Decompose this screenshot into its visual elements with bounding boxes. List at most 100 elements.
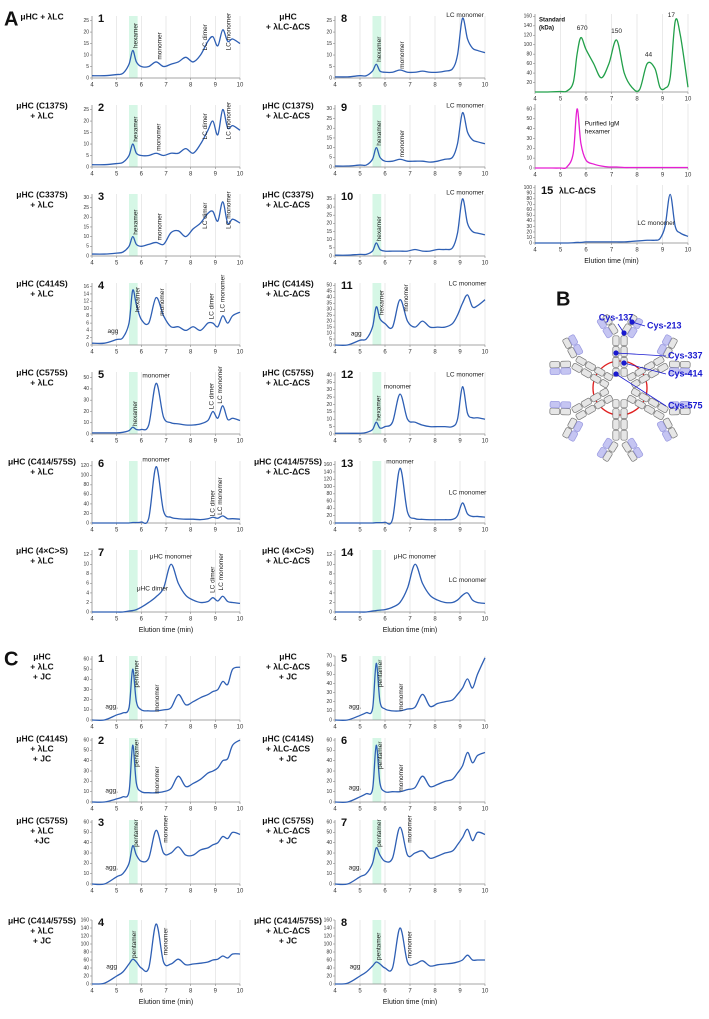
- peak-annotation: monomer: [157, 31, 164, 59]
- panel-number: 3: [98, 817, 104, 829]
- peak-annotation: 670: [577, 25, 588, 32]
- x-tick-label: 10: [482, 261, 489, 267]
- peak-annotation: agg: [350, 963, 361, 970]
- x-tick-label: 6: [140, 889, 144, 895]
- x-tick-label: 9: [661, 97, 665, 103]
- section-label: A: [4, 8, 18, 30]
- peak-annotation: monomer: [157, 212, 164, 240]
- y-tick-label: 25: [83, 18, 89, 24]
- peak-annotation: LC monomer: [226, 12, 233, 50]
- panel-number: 6: [98, 458, 104, 470]
- y-tick-label: 30: [526, 224, 532, 230]
- x-tick-label: 6: [383, 528, 387, 534]
- y-tick-label: 0: [86, 164, 89, 170]
- y-tick-label: 40: [326, 965, 332, 971]
- x-tick-label: 5: [115, 83, 119, 89]
- y-tick-label: 12: [326, 552, 332, 558]
- chromatogram-line: [91, 923, 241, 985]
- x-tick-label: 10: [237, 528, 244, 534]
- y-tick-label: 20: [326, 779, 332, 785]
- y-tick-label: 60: [526, 207, 532, 213]
- y-tick-label: 20: [526, 229, 532, 235]
- x-tick-label: 4: [333, 261, 337, 267]
- y-tick-label: 15: [83, 130, 89, 136]
- y-tick-label: 20: [83, 697, 89, 703]
- y-tick-label: 8: [86, 313, 89, 319]
- x-tick-label: 7: [164, 261, 168, 267]
- peak-annotation: LC monomer: [446, 103, 484, 110]
- x-tick-label: 10: [482, 617, 489, 623]
- x-axis-label: Elution time (min): [383, 999, 437, 1006]
- chromatogram-line: [91, 108, 241, 166]
- construct-label: μHC (C137S): [16, 100, 68, 110]
- x-tick-label: 5: [358, 725, 362, 731]
- x-tick-label: 10: [685, 248, 692, 254]
- y-tick-label: 30: [83, 768, 89, 774]
- x-tick-label: 9: [458, 617, 462, 623]
- y-tick-label: 10: [83, 562, 89, 568]
- x-tick-label: 10: [685, 173, 692, 179]
- highlight-band: [372, 550, 382, 612]
- y-tick-label: 0: [329, 75, 332, 81]
- construct-label: + λLC-ΔCS: [266, 743, 310, 753]
- y-tick-label: 0: [329, 342, 332, 348]
- y-tick-label: 10: [83, 707, 89, 713]
- x-tick-label: 9: [214, 439, 218, 445]
- x-tick-label: 5: [358, 889, 362, 895]
- x-tick-label: 4: [90, 989, 94, 995]
- x-tick-label: 9: [214, 261, 218, 267]
- peak-annotation: monomer: [407, 930, 414, 958]
- panel-number: 12: [341, 369, 353, 381]
- y-tick-label: 15: [326, 409, 332, 415]
- x-tick-label: 7: [610, 248, 614, 254]
- y-tick-label: 30: [326, 106, 332, 112]
- y-tick-label: 120: [524, 33, 533, 39]
- panel-number: 5: [98, 369, 104, 381]
- x-tick-label: 9: [458, 989, 462, 995]
- y-tick-label: 20: [326, 513, 332, 519]
- y-tick-label: 15: [326, 229, 332, 235]
- y-tick-label: 80: [326, 491, 332, 497]
- y-tick-label: 0: [329, 881, 332, 887]
- y-tick-label: 25: [326, 394, 332, 400]
- chromatogram-line: [92, 382, 241, 434]
- y-tick-label: 10: [83, 306, 89, 312]
- y-tick-label: 10: [326, 871, 332, 877]
- y-tick-label: 0: [329, 717, 332, 723]
- y-tick-label: 0: [86, 431, 89, 437]
- y-tick-label: 5: [86, 153, 89, 159]
- y-tick-label: 140: [81, 925, 90, 931]
- x-tick-label: 8: [433, 83, 437, 89]
- x-tick-label: 7: [164, 807, 168, 813]
- peak-annotation: hexamer: [376, 36, 383, 62]
- construct-label: + JC: [279, 835, 297, 845]
- construct-label: + λLC: [30, 199, 53, 209]
- panel-number: 5: [341, 653, 347, 665]
- peak-annotation: monomer: [407, 814, 414, 842]
- x-tick-label: 5: [358, 83, 362, 89]
- peak-annotation: LC dimer: [202, 23, 209, 50]
- construct-label: μHC: [279, 651, 296, 661]
- highlight-band: [372, 656, 382, 720]
- y-tick-label: 60: [526, 106, 532, 112]
- section-label: C: [4, 648, 18, 670]
- y-tick-label: 20: [83, 511, 89, 517]
- y-tick-label: 2: [86, 335, 89, 341]
- x-tick-label: 5: [115, 889, 119, 895]
- construct-label: μHC (C414S): [262, 733, 314, 743]
- y-tick-label: 70: [526, 202, 532, 208]
- x-tick-label: 6: [383, 617, 387, 623]
- x-tick-label: 6: [383, 172, 387, 178]
- y-tick-label: 35: [326, 301, 332, 307]
- x-tick-label: 4: [333, 807, 337, 813]
- y-tick-label: 10: [83, 141, 89, 147]
- chromatogram-line: [91, 829, 241, 886]
- peak-annotation: agg.: [349, 704, 362, 711]
- y-tick-label: 10: [326, 145, 332, 151]
- x-tick-label: 6: [140, 261, 144, 267]
- x-tick-label: 5: [115, 528, 119, 534]
- x-tick-label: 6: [140, 83, 144, 89]
- x-tick-label: 5: [115, 172, 119, 178]
- inset-label: Standard: [539, 18, 565, 24]
- y-tick-label: 20: [83, 779, 89, 785]
